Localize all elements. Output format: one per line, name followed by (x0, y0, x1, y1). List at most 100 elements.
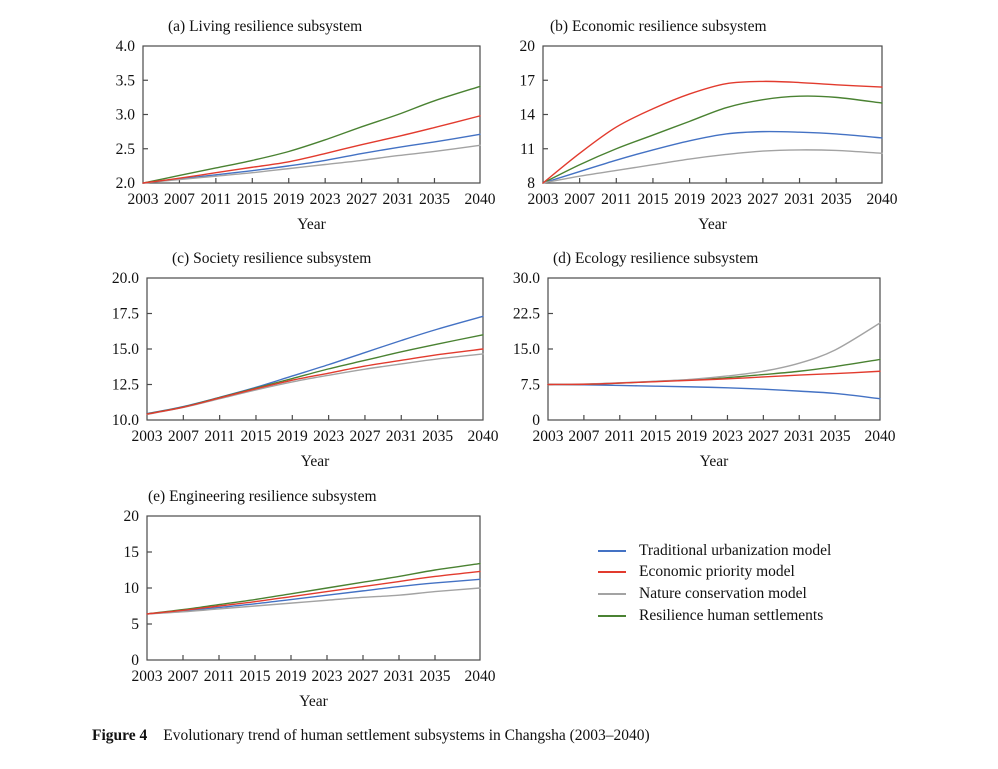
legend-line-swatch-gray (598, 592, 626, 595)
svg-text:2011: 2011 (601, 191, 631, 208)
svg-text:2035: 2035 (419, 191, 450, 208)
svg-text:2007: 2007 (564, 191, 595, 208)
svg-text:2040: 2040 (468, 428, 499, 445)
legend-label: Resilience human settlements (639, 606, 824, 624)
svg-text:20: 20 (124, 508, 140, 525)
svg-text:2023: 2023 (310, 191, 341, 208)
svg-text:2011: 2011 (204, 428, 234, 445)
chart-title: (a) Living resilience subsystem (168, 18, 363, 35)
legend-item-resilience: Resilience human settlements (598, 605, 831, 627)
svg-text:2003: 2003 (533, 428, 564, 445)
chart-plot-area: 10.0 12.5 15.0 17.5 20.0 2003 2007 2011 2015 2019… (112, 270, 499, 445)
svg-text:2011: 2011 (201, 191, 231, 208)
svg-text:15: 15 (124, 544, 140, 561)
legend: Traditional urbanization model Economic … (598, 540, 831, 626)
svg-text:2.5: 2.5 (116, 141, 136, 158)
svg-text:3.0: 3.0 (116, 107, 136, 124)
svg-text:2007: 2007 (164, 191, 195, 208)
legend-label: Economic priority model (639, 563, 795, 581)
svg-text:2027: 2027 (349, 428, 380, 445)
svg-text:2031: 2031 (384, 668, 415, 685)
svg-text:0: 0 (131, 652, 139, 669)
svg-text:2019: 2019 (676, 428, 707, 445)
chart-plot-area: 2.0 2.5 3.0 3.5 4.0 2003 2007 2011 2015 2019 2023 2… (116, 38, 496, 208)
svg-text:2035: 2035 (820, 428, 851, 445)
legend-item-traditional: Traditional urbanization model (598, 540, 831, 562)
svg-text:2015: 2015 (640, 428, 671, 445)
svg-text:2035: 2035 (420, 668, 451, 685)
svg-text:17.5: 17.5 (112, 306, 139, 323)
svg-text:11: 11 (520, 141, 535, 158)
x-axis-title: Year (699, 453, 729, 470)
chart-plot-area: 8 11 14 17 20 2003 2007 2011 2015 2019 2023 2027 203… (520, 38, 898, 208)
svg-text:2019: 2019 (273, 191, 304, 208)
svg-text:2031: 2031 (386, 428, 417, 445)
svg-text:2031: 2031 (784, 428, 815, 445)
svg-text:2007: 2007 (168, 668, 199, 685)
x-axis-title: Year (297, 216, 326, 233)
figure-caption: Figure 4 Evolutionary trend of human sett… (92, 727, 650, 745)
chart-title: (e) Engineering resilience subsystem (148, 488, 377, 505)
legend-item-nature: Nature conservation model (598, 583, 831, 605)
svg-text:2040: 2040 (465, 668, 496, 685)
svg-text:2027: 2027 (348, 668, 379, 685)
legend-line-swatch-green (598, 614, 626, 617)
svg-text:2023: 2023 (712, 428, 743, 445)
svg-text:2015: 2015 (237, 191, 268, 208)
svg-text:20.0: 20.0 (112, 270, 139, 287)
svg-text:2.0: 2.0 (116, 175, 136, 192)
chart-title: (c) Society resilience subsystem (172, 250, 372, 267)
svg-text:15.0: 15.0 (513, 341, 540, 358)
svg-text:30.0: 30.0 (513, 270, 540, 287)
svg-text:2015: 2015 (240, 428, 271, 445)
svg-text:10.0: 10.0 (112, 412, 139, 429)
svg-text:15.0: 15.0 (112, 341, 139, 358)
svg-text:2019: 2019 (276, 668, 307, 685)
svg-text:2003: 2003 (132, 668, 163, 685)
svg-text:20: 20 (520, 38, 536, 55)
legend-label: Nature conservation model (639, 584, 807, 602)
svg-text:2040: 2040 (867, 191, 898, 208)
x-axis-title: Year (300, 453, 330, 470)
x-axis-title: Year (299, 693, 328, 710)
chart-title: (d) Ecology resilience subsystem (553, 250, 759, 267)
svg-text:5: 5 (131, 616, 139, 633)
figure-number: Figure 4 (92, 727, 148, 744)
svg-text:2035: 2035 (422, 428, 453, 445)
chart-plot-area: 0 5 10 15 20 2003 2007 2011 2015 2019 2023 2027 2031… (124, 508, 496, 685)
svg-text:2031: 2031 (383, 191, 414, 208)
svg-text:2015: 2015 (240, 668, 271, 685)
svg-text:7.5: 7.5 (521, 377, 541, 394)
svg-text:2003: 2003 (528, 191, 559, 208)
svg-text:3.5: 3.5 (116, 72, 136, 89)
chart-engineering-resilience: (e) Engineering resilience subsystem 0 5 1… (95, 486, 515, 712)
svg-text:17: 17 (520, 72, 536, 89)
svg-text:2007: 2007 (568, 428, 599, 445)
svg-text:2027: 2027 (747, 191, 778, 208)
chart-economic-resilience: (b) Economic resilience subsystem 8 11 14 1… (495, 16, 915, 235)
svg-text:2027: 2027 (748, 428, 779, 445)
svg-text:2023: 2023 (313, 428, 344, 445)
chart-title: (b) Economic resilience subsystem (550, 18, 767, 35)
svg-text:14: 14 (520, 107, 536, 124)
legend-line-swatch-blue (598, 549, 626, 552)
legend-label: Traditional urbanization model (639, 541, 832, 559)
svg-text:2040: 2040 (865, 428, 896, 445)
svg-text:2015: 2015 (637, 191, 668, 208)
svg-text:8: 8 (527, 175, 535, 192)
svg-text:2019: 2019 (674, 191, 705, 208)
svg-text:2023: 2023 (711, 191, 742, 208)
svg-text:2019: 2019 (277, 428, 308, 445)
svg-text:2031: 2031 (784, 191, 815, 208)
chart-living-resilience: (a) Living resilience subsystem 2.0 2.5 3.… (95, 16, 515, 235)
legend-line-swatch-red (598, 571, 626, 574)
svg-text:2011: 2011 (605, 428, 635, 445)
figure-caption-text: Evolutionary trend of human settlement s… (163, 727, 650, 744)
svg-text:12.5: 12.5 (112, 377, 139, 394)
svg-text:0: 0 (532, 412, 540, 429)
svg-text:2040: 2040 (465, 191, 496, 208)
x-axis-title: Year (698, 216, 727, 233)
chart-plot-area: 0 7.5 15.0 22.5 30.0 2003 2007 2011 2015 2019 2023… (513, 270, 896, 445)
svg-text:4.0: 4.0 (116, 38, 136, 55)
svg-text:2003: 2003 (128, 191, 159, 208)
